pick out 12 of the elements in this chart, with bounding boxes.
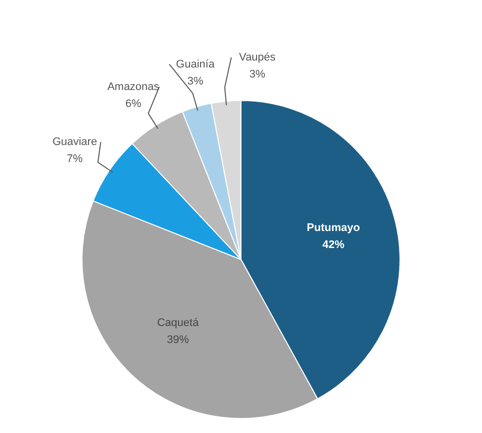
slice-label: Guaviare xyxy=(52,136,98,148)
slice-label: Putumayo xyxy=(306,222,360,234)
slice-label: Caquetá xyxy=(157,317,200,330)
data-label: 42% xyxy=(322,238,345,251)
slice-label: Amazonas xyxy=(107,80,160,93)
slice-label: Vaupés xyxy=(239,51,276,64)
data-label: 3% xyxy=(249,68,266,80)
data-label: 7% xyxy=(66,152,83,165)
data-label: 6% xyxy=(125,98,142,110)
data-label: 39% xyxy=(166,334,190,346)
data-label: 3% xyxy=(187,75,204,88)
slice-label: Guainía xyxy=(176,58,216,70)
